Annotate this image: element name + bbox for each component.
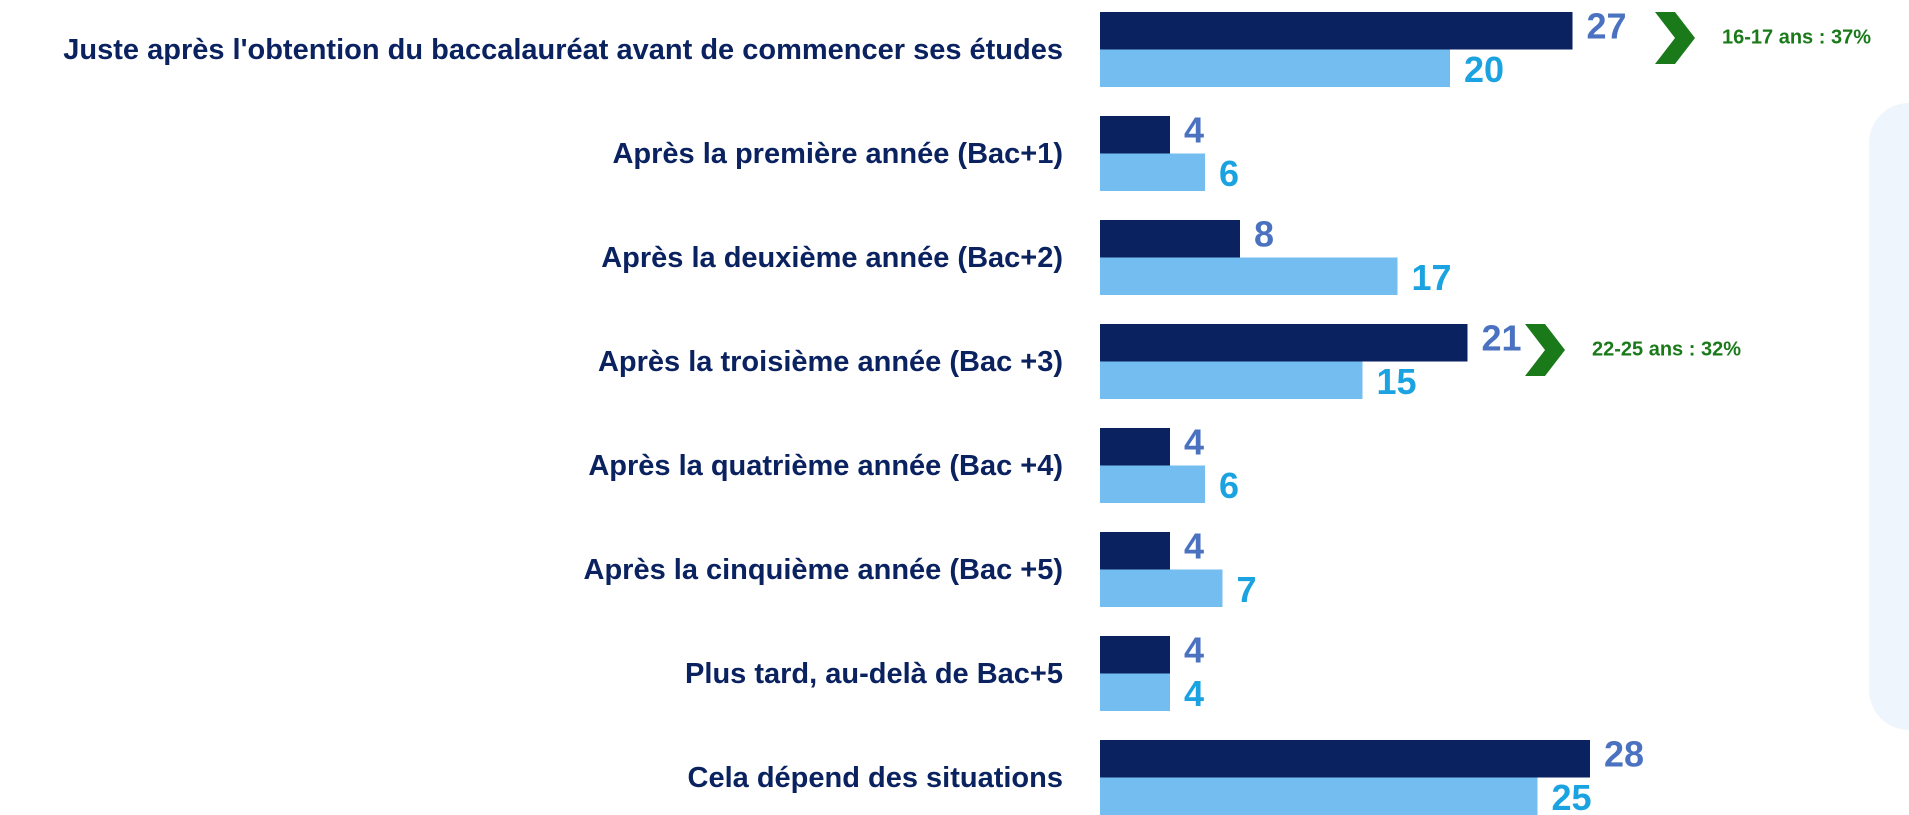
category-label: Après la deuxième année (Bac+2): [601, 242, 1063, 274]
bar: [1100, 636, 1170, 674]
value-label: 6: [1219, 153, 1239, 194]
bar: [1100, 220, 1240, 258]
bar: [1100, 12, 1573, 50]
annotation: 22-25 ans : 32%: [1592, 338, 1741, 360]
category-label: Plus tard, au-delà de Bac+5: [685, 658, 1063, 690]
bar: [1100, 153, 1205, 191]
value-label: 4: [1184, 673, 1204, 714]
bar: [1100, 428, 1170, 466]
category-label: Cela dépend des situations: [688, 762, 1063, 794]
value-label: 4: [1184, 629, 1204, 670]
value-label: 8: [1254, 213, 1274, 254]
bar: [1100, 361, 1363, 399]
category-label: Après la troisième année (Bac +3): [598, 346, 1063, 378]
chevron: [1655, 12, 1695, 64]
category-label: Après la quatrième année (Bac +4): [588, 450, 1063, 482]
value-label: 20: [1464, 49, 1504, 90]
category-label: Après la cinquième année (Bac +5): [584, 554, 1064, 586]
category-label: Juste après l'obtention du baccalauréat …: [63, 34, 1063, 66]
side-panel: [1869, 103, 1909, 730]
bar: [1100, 777, 1538, 815]
bar: [1100, 673, 1170, 711]
bar: [1100, 532, 1170, 570]
value-label: 4: [1184, 109, 1204, 150]
bar: [1100, 465, 1205, 503]
bar: [1100, 569, 1223, 607]
value-label: 17: [1412, 257, 1452, 298]
bar: [1100, 116, 1170, 154]
value-label: 6: [1219, 465, 1239, 506]
value-label: 27: [1587, 5, 1627, 46]
bar: [1100, 49, 1450, 87]
bar: [1100, 324, 1468, 362]
annotation: 16-17 ans : 37%: [1722, 26, 1871, 48]
bar: [1100, 257, 1398, 295]
value-label: 25: [1552, 777, 1592, 815]
value-label: 4: [1184, 525, 1204, 566]
value-label: 7: [1237, 569, 1257, 610]
bar: [1100, 740, 1590, 778]
category-label: Après la première année (Bac+1): [612, 138, 1063, 170]
value-label: 28: [1604, 733, 1644, 774]
value-label: 15: [1377, 361, 1417, 402]
value-label: 21: [1482, 317, 1522, 358]
value-label: 4: [1184, 421, 1204, 462]
chevron: [1525, 324, 1565, 376]
